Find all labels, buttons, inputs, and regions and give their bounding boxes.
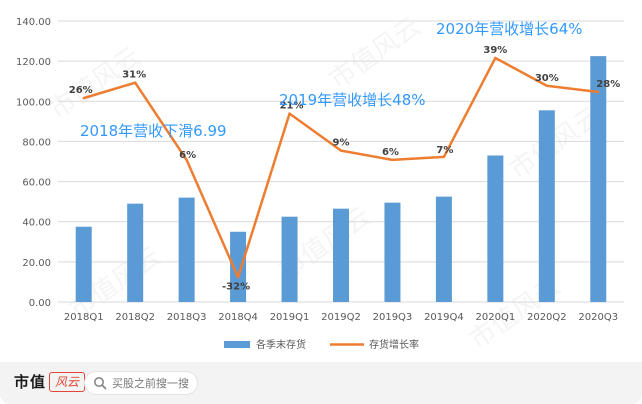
brand-name: 市值 [14,373,47,391]
bar [384,202,401,302]
bar [487,155,504,302]
line-point [236,276,240,279]
y-tick-label: 20.00 [22,258,51,269]
x-tick-label: 2018Q2 [115,312,155,323]
y-tick-label: 120.00 [16,57,51,68]
bar-layer [75,56,607,302]
line-point [597,90,600,94]
data-label: 21% [280,101,304,112]
x-tick-label: 2018Q4 [218,312,258,323]
legend-label-line: 存货增长率 [369,338,419,351]
data-label: 28% [596,79,620,90]
x-tick-label: 2019Q3 [373,312,413,323]
line-point [442,155,446,159]
y-tick-label: 60.00 [22,178,51,189]
bar [281,216,298,302]
annotation-text: 2019年营收增长48% [279,91,426,109]
y-tick-label: 100.00 [16,97,51,108]
x-tick-label: 2019Q4 [424,312,464,323]
line-point [494,56,497,60]
legend-layer: 各季末存货 存货增长率 [224,338,419,351]
legend-label-bar: 各季末存货 [256,338,306,351]
bar [127,203,144,302]
line-point [288,112,291,115]
watermark-text: 市值风云 [324,11,426,95]
bar [230,231,247,302]
data-label: 7% [436,145,453,156]
axis-layer: 0.00 20.00 40.00 60.00 80.00 100.00 120.00 140.… [16,17,618,323]
line-point [339,149,343,152]
x-tick-label: 2020Q2 [527,312,567,323]
x-tick-label: 2020Q3 [578,312,618,323]
chart-area: 市值风云 市值风云 市值风云 市值风云 市值风云 市值风云 26% 31% 6% -32% 21%… [16,11,624,356]
data-label: 6% [179,150,196,161]
brand-mark: 风云 [49,371,86,392]
data-label: 31% [122,70,146,81]
line-point [82,96,85,100]
data-label: 39% [483,45,507,56]
line-layer [82,56,600,279]
x-tick-label: 2018Q3 [167,312,207,323]
bar [75,226,92,302]
label-layer: 26% 31% 6% -32% 21% 9% 6% 7% 39% 30% 28% [69,45,620,292]
legend-swatch-bar [224,341,250,348]
annotation-text: 2018年营收下滑6.99 [80,122,227,140]
x-tick-label: 2019Q1 [270,312,310,323]
brand-logo[interactable]: 市值 风云 [14,371,86,392]
bar [590,56,607,302]
line-point [185,158,188,162]
bar [435,196,452,302]
y-tick-label: 0.00 [29,298,51,309]
x-tick-label: 2020Q1 [476,312,516,323]
x-tick-label: 2019Q2 [321,312,361,323]
line-point [545,84,549,87]
footer-bar: 市值 风云 买股之前搜一搜 [0,362,642,404]
search-box[interactable]: 买股之前搜一搜 [84,371,198,395]
bar [333,208,349,302]
search-placeholder: 买股之前搜一搜 [112,377,189,390]
x-tick-label: 2018Q1 [64,312,104,323]
line-point [133,81,137,84]
annotation-text: 2020年营收增长64% [436,20,583,38]
line-point [391,158,394,162]
data-label: 30% [535,73,559,84]
bar [538,110,555,302]
bar [178,197,195,302]
search-icon [94,377,107,390]
data-label: 9% [333,138,350,149]
note-layer: 2018年营收下滑6.99 2019年营收增长48% 2020年营收增长64% [80,20,583,140]
y-tick-label: 80.00 [22,137,51,148]
data-label: 6% [382,147,399,158]
data-label: -32% [222,281,250,292]
y-tick-label: 40.00 [22,218,51,229]
data-label: 26% [69,85,93,96]
y-tick-label: 140.00 [16,17,51,28]
